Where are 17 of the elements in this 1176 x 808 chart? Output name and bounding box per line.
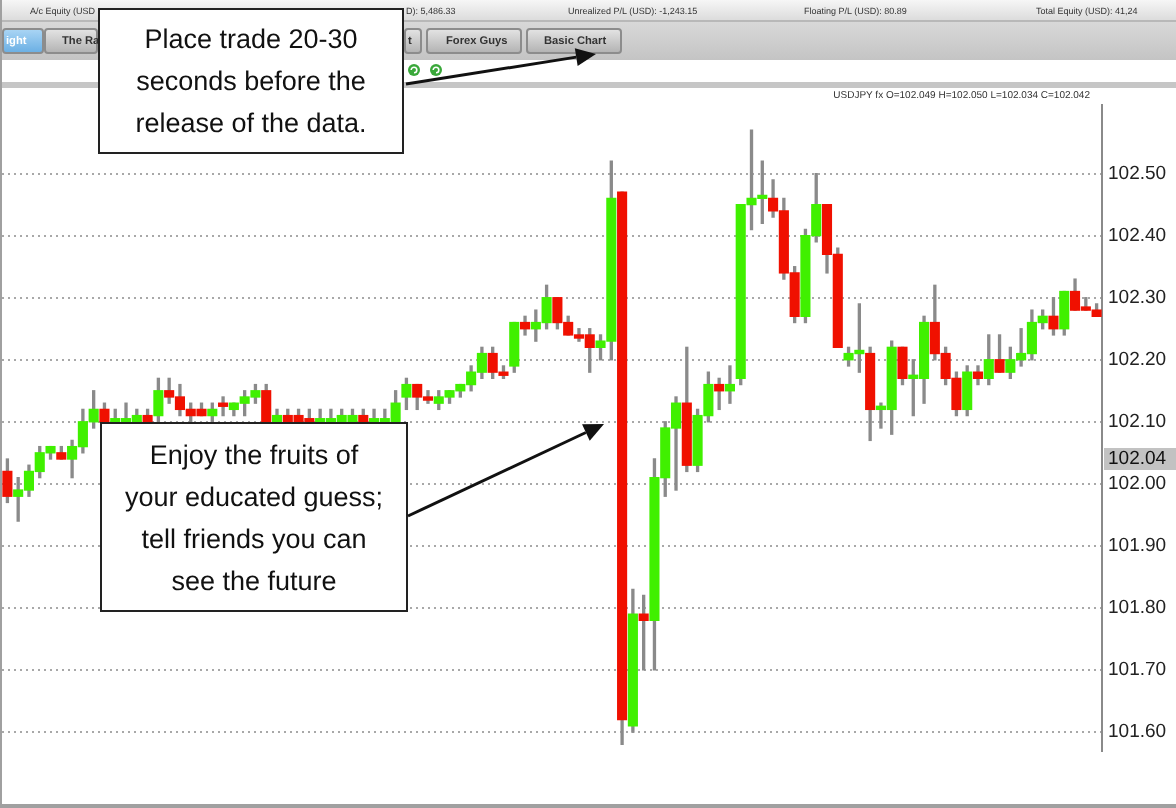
annotation: Place trade 20-30 seconds before the release of the data. (135, 22, 367, 142)
y-tick-label: 101.80 (1108, 597, 1167, 620)
y-tick-label: 101.70 (1108, 659, 1167, 682)
y-tick-label: 101.60 (1108, 721, 1167, 744)
candlestick (714, 377, 725, 411)
y-tick-label: 102.30 (1108, 286, 1167, 309)
callout: Enjoy the fruits of your educated guess; tell friends you can see the future (100, 422, 408, 612)
annotation: Enjoy the fruits of your educated guess; tell friends you can see the future (124, 437, 384, 599)
y-tick-label: 102.00 (1108, 473, 1167, 496)
y-tick-label: 101.90 (1108, 535, 1167, 558)
y-tick-label: 102.10 (1108, 411, 1167, 434)
callout: Place trade 20-30 seconds before the release of the data. (98, 8, 404, 154)
y-tick-label: 102.40 (1108, 224, 1167, 247)
y-tick-label: 102.20 (1108, 349, 1167, 372)
candlestick (724, 365, 735, 404)
y-tick-label: 102.50 (1108, 162, 1167, 185)
annotation: 102.04 (1108, 448, 1167, 471)
